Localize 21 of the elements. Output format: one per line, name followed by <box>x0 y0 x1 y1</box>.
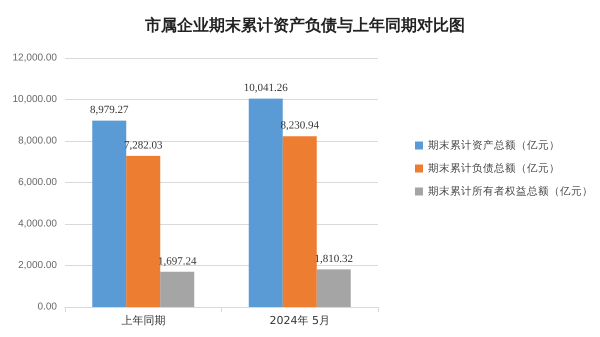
data-label: 8,979.27 <box>90 104 129 116</box>
legend-label: 期末累计负债总额（亿元） <box>428 162 560 174</box>
bar <box>126 156 160 307</box>
y-tick-label: 10,000.00 <box>12 94 58 105</box>
bar <box>92 120 126 307</box>
chart-title: 市属企业期末累计资产负债与上年同期对比图 <box>144 16 465 34</box>
x-tick-label: 2024年 5月 <box>270 314 330 327</box>
x-tick-label: 上年同期 <box>121 314 166 327</box>
y-tick-label: 8,000.00 <box>18 136 58 146</box>
bar <box>316 269 351 307</box>
bar <box>160 272 194 307</box>
y-tick-label: 4,000.00 <box>18 218 58 230</box>
bar <box>282 136 317 307</box>
legend-label: 期末累计资产总额（亿元） <box>428 138 560 152</box>
y-tick-label: 6,000.00 <box>18 177 58 188</box>
y-tick-label: 12,000.00 <box>12 52 58 64</box>
y-tick-label: 0.00 <box>38 302 58 312</box>
bar <box>248 98 283 307</box>
legend-label: 期末累计所有者权益总额（亿元） <box>428 184 593 198</box>
data-label: 10,041.26 <box>244 82 288 94</box>
y-tick-label: 2,000.00 <box>18 260 58 271</box>
